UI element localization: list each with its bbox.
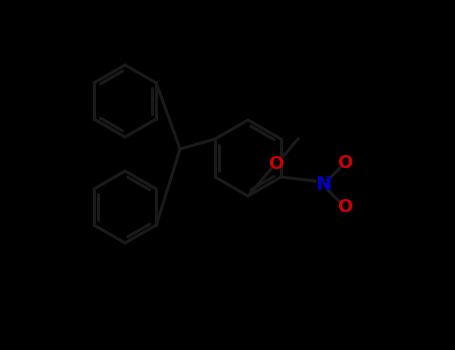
Text: O: O [337, 198, 353, 216]
Text: O: O [268, 155, 283, 173]
Text: O: O [337, 154, 353, 172]
Text: N: N [315, 175, 331, 195]
